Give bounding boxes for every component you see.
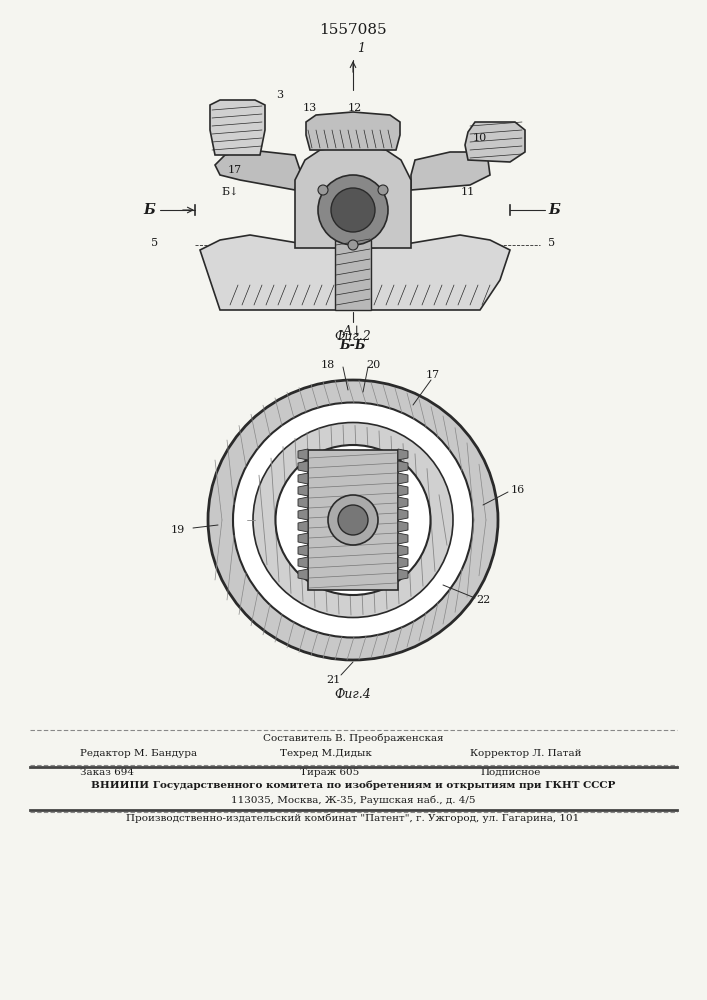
Ellipse shape <box>253 422 453 617</box>
Text: 1: 1 <box>357 42 365 55</box>
Text: Фиг.4: Фиг.4 <box>334 688 371 701</box>
Polygon shape <box>298 533 308 544</box>
Text: Корректор Л. Патай: Корректор Л. Патай <box>470 749 581 758</box>
Polygon shape <box>398 533 408 544</box>
Circle shape <box>318 185 328 195</box>
Polygon shape <box>306 112 400 150</box>
Ellipse shape <box>208 380 498 660</box>
Text: Подписное: Подписное <box>480 768 540 777</box>
Text: Б: Б <box>143 203 155 217</box>
Polygon shape <box>398 521 408 532</box>
Text: 19: 19 <box>171 525 185 535</box>
Text: Тираж 605: Тираж 605 <box>300 768 359 777</box>
Polygon shape <box>398 485 408 496</box>
Text: Фиг.2: Фиг.2 <box>334 330 371 343</box>
Circle shape <box>318 175 388 245</box>
Text: Составитель В. Преображенская: Составитель В. Преображенская <box>263 734 443 743</box>
Text: 13: 13 <box>303 103 317 113</box>
Text: 10: 10 <box>473 133 487 143</box>
Text: 5: 5 <box>548 238 555 248</box>
Text: 22: 22 <box>476 595 490 605</box>
Circle shape <box>338 505 368 535</box>
Text: 16: 16 <box>511 485 525 495</box>
Polygon shape <box>295 145 411 248</box>
Polygon shape <box>335 240 371 310</box>
Text: 17: 17 <box>228 165 242 175</box>
Text: Б↓: Б↓ <box>221 187 239 197</box>
Text: ВНИИПИ Государственного комитета по изобретениям и открытиям при ГКНТ СССР: ВНИИПИ Государственного комитета по изоб… <box>90 780 615 790</box>
Polygon shape <box>298 545 308 556</box>
Text: 5: 5 <box>151 238 158 248</box>
Polygon shape <box>398 497 408 508</box>
Polygon shape <box>210 100 265 155</box>
Polygon shape <box>298 473 308 484</box>
Polygon shape <box>298 485 308 496</box>
Text: Производственно-издательский комбинат "Патент", г. Ужгород, ул. Гагарина, 101: Производственно-издательский комбинат "П… <box>127 814 580 823</box>
Ellipse shape <box>233 402 473 638</box>
Text: 17: 17 <box>426 370 440 380</box>
Polygon shape <box>398 569 408 580</box>
Text: Заказ 694: Заказ 694 <box>80 768 134 777</box>
Polygon shape <box>465 122 525 162</box>
Polygon shape <box>298 509 308 520</box>
Polygon shape <box>398 509 408 520</box>
Text: Редактор М. Бандура: Редактор М. Бандура <box>80 749 197 758</box>
Ellipse shape <box>276 445 431 595</box>
Circle shape <box>328 495 378 545</box>
Text: Б: Б <box>548 203 560 217</box>
Polygon shape <box>398 557 408 568</box>
Text: 21: 21 <box>326 675 340 685</box>
Polygon shape <box>298 521 308 532</box>
Polygon shape <box>398 449 408 460</box>
Polygon shape <box>411 152 490 190</box>
Text: Б-Б: Б-Б <box>340 339 366 352</box>
Text: 1557085: 1557085 <box>319 23 387 37</box>
Text: 18: 18 <box>321 360 335 370</box>
Polygon shape <box>200 235 510 310</box>
Polygon shape <box>398 545 408 556</box>
Circle shape <box>331 188 375 232</box>
Text: 12: 12 <box>348 103 362 113</box>
Polygon shape <box>298 449 308 460</box>
Text: 11: 11 <box>461 187 475 197</box>
Text: 20: 20 <box>366 360 380 370</box>
Circle shape <box>378 185 388 195</box>
Polygon shape <box>215 150 300 190</box>
Text: Техред М.Дидык: Техред М.Дидык <box>280 749 372 758</box>
Polygon shape <box>298 497 308 508</box>
Text: А↓: А↓ <box>343 325 363 338</box>
FancyBboxPatch shape <box>308 450 398 590</box>
Polygon shape <box>298 569 308 580</box>
Circle shape <box>348 240 358 250</box>
Text: 3: 3 <box>276 90 284 100</box>
Text: 113035, Москва, Ж-35, Раушская наб., д. 4/5: 113035, Москва, Ж-35, Раушская наб., д. … <box>230 796 475 805</box>
Polygon shape <box>298 461 308 472</box>
Polygon shape <box>298 557 308 568</box>
Polygon shape <box>398 473 408 484</box>
Polygon shape <box>398 461 408 472</box>
